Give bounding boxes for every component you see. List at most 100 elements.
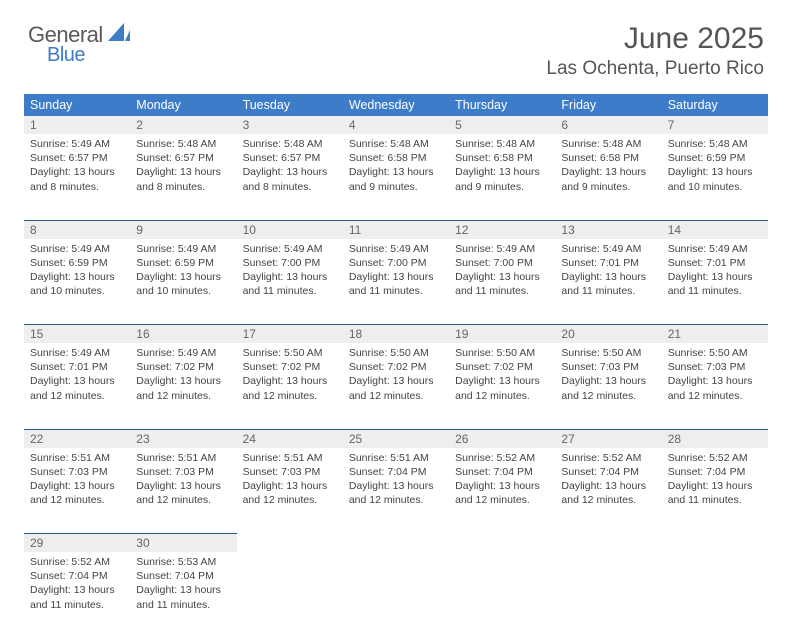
day-details: Sunrise: 5:51 AMSunset: 7:03 PMDaylight:… [237, 448, 343, 534]
sunset-line: Sunset: 6:57 PM [243, 151, 337, 165]
sunrise-line: Sunrise: 5:48 AM [243, 137, 337, 151]
daylight-line: Daylight: 13 hours and 12 minutes. [30, 479, 124, 507]
daylight-line: Daylight: 13 hours and 12 minutes. [349, 374, 443, 402]
daylight-line: Daylight: 13 hours and 12 minutes. [136, 479, 230, 507]
week-1-detail-row: Sunrise: 5:49 AMSunset: 6:57 PMDaylight:… [24, 134, 768, 220]
sunset-line: Sunset: 7:04 PM [561, 465, 655, 479]
empty-cell [449, 552, 555, 638]
sunrise-line: Sunrise: 5:48 AM [561, 137, 655, 151]
day-details: Sunrise: 5:49 AMSunset: 6:57 PMDaylight:… [24, 134, 130, 220]
empty-cell [555, 552, 661, 638]
day-details: Sunrise: 5:50 AMSunset: 7:03 PMDaylight:… [555, 343, 661, 429]
empty-cell [449, 534, 555, 553]
sunset-line: Sunset: 7:04 PM [349, 465, 443, 479]
sunrise-line: Sunrise: 5:49 AM [561, 242, 655, 256]
sunrise-line: Sunrise: 5:49 AM [30, 137, 124, 151]
day-number: 20 [555, 325, 661, 344]
sunrise-line: Sunrise: 5:49 AM [668, 242, 762, 256]
week-3-detail-row: Sunrise: 5:49 AM Sunset: 7:01 PM Daylight:… [24, 343, 768, 429]
day-number: 19 [449, 325, 555, 344]
day-number: 18 [343, 325, 449, 344]
sunrise-line: Sunrise: 5:52 AM [561, 451, 655, 465]
sunset-line: Sunset: 7:02 PM [455, 360, 549, 374]
day-number: 22 [24, 429, 130, 448]
day-details: Sunrise: 5:50 AMSunset: 7:02 PMDaylight:… [237, 343, 343, 429]
day-header-thursday: Thursday [449, 94, 555, 116]
daylight-line: Daylight: 13 hours and 12 minutes. [455, 374, 549, 402]
day-number: 14 [662, 220, 768, 239]
day-details: Sunrise: 5:49 AMSunset: 6:59 PMDaylight:… [24, 239, 130, 325]
sunset-line: Sunset: 7:03 PM [243, 465, 337, 479]
sunrise-line: Sunrise: 5:49 AM [136, 346, 230, 360]
day-details: Sunrise: 5:49 AMSunset: 7:00 PMDaylight:… [343, 239, 449, 325]
week-2-daynum-row: 891011121314 [24, 220, 768, 239]
empty-cell [662, 552, 768, 638]
week-4-daynum-row: 22232425262728 [24, 429, 768, 448]
sunrise-line: Sunrise: 5:52 AM [455, 451, 549, 465]
day-details: Sunrise: 5:51 AMSunset: 7:03 PMDaylight:… [24, 448, 130, 534]
week-5-detail-row: Sunrise: 5:52 AMSunset: 7:04 PMDaylight:… [24, 552, 768, 638]
daylight-line: Daylight: 13 hours and 10 minutes. [136, 270, 230, 298]
day-number: 1 [24, 116, 130, 134]
sunset-line: Sunset: 6:58 PM [349, 151, 443, 165]
day-number: 26 [449, 429, 555, 448]
empty-cell [237, 552, 343, 638]
sunrise-line: Sunrise: 5:52 AM [30, 555, 124, 569]
day-details: Sunrise: 5:51 AMSunset: 7:04 PMDaylight:… [343, 448, 449, 534]
daylight-line: Daylight: 13 hours and 11 minutes. [243, 270, 337, 298]
sunrise-line: Sunrise: 5:51 AM [243, 451, 337, 465]
day-details: Sunrise: 5:50 AMSunset: 7:03 PMDaylight:… [662, 343, 768, 429]
sunset-line: Sunset: 6:59 PM [668, 151, 762, 165]
day-number: 6 [555, 116, 661, 134]
day-number: 17 [237, 325, 343, 344]
logo: General Blue [28, 22, 130, 48]
day-number: 2 [130, 116, 236, 134]
day-details: Sunrise: 5:48 AMSunset: 6:58 PMDaylight:… [343, 134, 449, 220]
daylight-line: Daylight: 13 hours and 12 minutes. [561, 479, 655, 507]
daylight-line: Daylight: 13 hours and 12 minutes. [455, 479, 549, 507]
logo-sail-icon [108, 23, 130, 48]
empty-cell [237, 534, 343, 553]
day-number: 8 [24, 220, 130, 239]
daylight-line: Daylight: 13 hours and 9 minutes. [349, 165, 443, 193]
day-number: 24 [237, 429, 343, 448]
sunset-line: Sunset: 7:01 PM [668, 256, 762, 270]
day-header-wednesday: Wednesday [343, 94, 449, 116]
day-details: Sunrise: 5:49 AMSunset: 6:59 PMDaylight:… [130, 239, 236, 325]
sunset-line: Sunset: 7:04 PM [455, 465, 549, 479]
day-number: 7 [662, 116, 768, 134]
daylight-line: Daylight: 13 hours and 8 minutes. [136, 165, 230, 193]
day-details: Sunrise: 5:49 AMSunset: 7:00 PMDaylight:… [449, 239, 555, 325]
sunset-line: Sunset: 7:03 PM [136, 465, 230, 479]
empty-cell [662, 534, 768, 553]
sunrise-line: Sunrise: 5:48 AM [136, 137, 230, 151]
daylight-line: Daylight: 13 hours and 12 minutes. [561, 374, 655, 402]
sunrise-line: Sunrise: 5:50 AM [349, 346, 443, 360]
day-number: 13 [555, 220, 661, 239]
daylight-line: Daylight: 13 hours and 8 minutes. [30, 165, 124, 193]
sunrise-line: Sunrise: 5:50 AM [561, 346, 655, 360]
day-details: Sunrise: 5:53 AMSunset: 7:04 PMDaylight:… [130, 552, 236, 638]
day-number: 5 [449, 116, 555, 134]
sunset-line: Sunset: 7:02 PM [349, 360, 443, 374]
daylight-line: Daylight: 13 hours and 10 minutes. [30, 270, 124, 298]
sunset-line: Sunset: 7:04 PM [30, 569, 124, 583]
daylight-line: Daylight: 13 hours and 11 minutes. [349, 270, 443, 298]
sunset-line: Sunset: 6:57 PM [136, 151, 230, 165]
daylight-line: Daylight: 13 hours and 9 minutes. [561, 165, 655, 193]
sunrise-line: Sunrise: 5:48 AM [349, 137, 443, 151]
sunrise-line: Sunrise: 5:50 AM [455, 346, 549, 360]
day-number: 12 [449, 220, 555, 239]
sunrise-line: Sunrise: 5:51 AM [30, 451, 124, 465]
sunset-line: Sunset: 7:00 PM [455, 256, 549, 270]
sunrise-line: Sunrise: 5:49 AM [243, 242, 337, 256]
daylight-line: Daylight: 13 hours and 9 minutes. [455, 165, 549, 193]
sunset-line: Sunset: 7:01 PM [30, 360, 124, 374]
day-number: 9 [130, 220, 236, 239]
daylight-line: Daylight: 13 hours and 12 minutes. [243, 479, 337, 507]
sunrise-line: Sunrise: 5:52 AM [668, 451, 762, 465]
sunset-line: Sunset: 7:03 PM [668, 360, 762, 374]
sunset-line: Sunset: 7:00 PM [349, 256, 443, 270]
day-header-tuesday: Tuesday [237, 94, 343, 116]
daylight-line: Daylight: 13 hours and 11 minutes. [455, 270, 549, 298]
